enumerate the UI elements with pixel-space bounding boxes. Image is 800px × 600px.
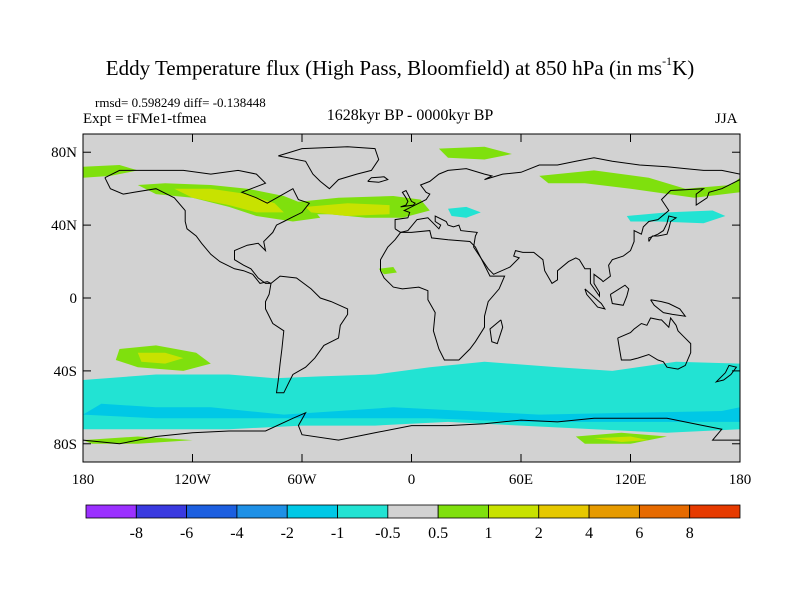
region-arctic-west (83, 165, 138, 178)
colorbar-label: 0.5 (428, 525, 448, 542)
region-southern-ocean-strong (83, 403, 740, 422)
coastline-segment (82, 411, 740, 445)
coastline-segment (265, 275, 349, 394)
lon-tick-label: 120E (615, 472, 647, 488)
lon-tick-label: 120W (174, 472, 212, 488)
colorbar-label: 1 (484, 525, 492, 542)
lat-tick-label: 80N (51, 145, 77, 161)
region-atlantic-neg (448, 206, 481, 218)
colorbar-swatch (286, 504, 338, 519)
coastline-segment (648, 215, 678, 242)
coastline-segment (617, 316, 692, 370)
lat-tick-label: 80S (54, 437, 77, 453)
colorbar-swatch (638, 504, 691, 519)
season-label: JJA (715, 111, 738, 127)
colorbar-label: -1 (331, 525, 344, 542)
coastline-segment (278, 146, 380, 190)
colorbar-label: 6 (635, 525, 643, 542)
colorbar-swatch (689, 504, 741, 519)
region-siberia-band (539, 170, 740, 198)
colorbar-swatch (538, 504, 590, 519)
lat-tick-label: 0 (70, 291, 78, 307)
coastline-segment (367, 176, 389, 183)
colorbar-label: -0.5 (375, 525, 400, 542)
rmsd-diff-stats: rmsd= 0.598249 diff= -0.138448 (95, 95, 266, 110)
experiment-label: Expt = tFMe1-tfmea (83, 111, 207, 127)
colorbar-swatch (85, 504, 137, 519)
title-end: K) (672, 56, 695, 80)
lon-tick-label: 60W (287, 472, 317, 488)
region-north-atlantic-core (305, 203, 390, 216)
colorbar-label: 4 (585, 525, 593, 542)
colorbar-swatch (236, 504, 288, 519)
colorbar-swatch (437, 504, 489, 519)
coastline-segment (400, 189, 416, 208)
coastlines (82, 146, 741, 445)
region-pacific-nw-flux (626, 210, 726, 224)
colorbar-label: -2 (281, 525, 294, 542)
title-main: Eddy Temperature flux (High Pass, Bloomf… (105, 56, 663, 80)
lat-tick-label: 40N (51, 218, 77, 234)
coastline-segment (394, 157, 741, 229)
colorbar-label: -6 (180, 525, 193, 542)
period-label: 1628kyr BP - 0000kyr BP (326, 107, 494, 124)
coastline-segment (584, 288, 607, 310)
coastline-segment (714, 364, 738, 383)
coastline-segment (609, 284, 630, 306)
lon-tick-label: 180 (72, 472, 95, 488)
chart-title: Eddy Temperature flux (High Pass, Bloomf… (0, 54, 800, 81)
lat-tick-label: 40S (54, 364, 77, 380)
coastline-segment (104, 169, 311, 284)
colorbar-label: -4 (230, 525, 243, 542)
colorbar: -8 -6 -4 -2 -1 -0.5 0.5 1 2 4 6 8 (85, 504, 741, 542)
region-west-african-flux (378, 267, 397, 275)
region-south-pacific-core (137, 352, 184, 364)
axis-ticks: 80N 40N 0 40S 80S 180 120W 60W 0 60E 120E 180 (51, 134, 751, 488)
colorbar-swatch (135, 504, 188, 519)
region-antarctic-coast-high-core (594, 436, 649, 442)
coastline-segment (489, 319, 504, 345)
colorbar-swatch (186, 504, 238, 519)
colorbar-swatch (488, 504, 540, 519)
colorbar-swatch (387, 504, 439, 519)
region-arctic-scandinavia (438, 146, 512, 160)
lon-tick-label: 60E (509, 472, 533, 488)
colorbar-label: 8 (686, 525, 694, 542)
lon-tick-label: 0 (408, 472, 416, 488)
lon-tick-label: 180 (729, 472, 752, 488)
region-north-america-core (174, 188, 284, 213)
colorbar-swatch (337, 504, 389, 519)
colorbar-label: 2 (535, 525, 543, 542)
coastline-segment (650, 299, 687, 317)
colorbar-swatch (588, 504, 640, 519)
coastline-segment (380, 230, 506, 361)
colorbar-label: -8 (130, 525, 143, 542)
title-superscript: -1 (662, 54, 673, 68)
coastline-segment (394, 179, 741, 298)
